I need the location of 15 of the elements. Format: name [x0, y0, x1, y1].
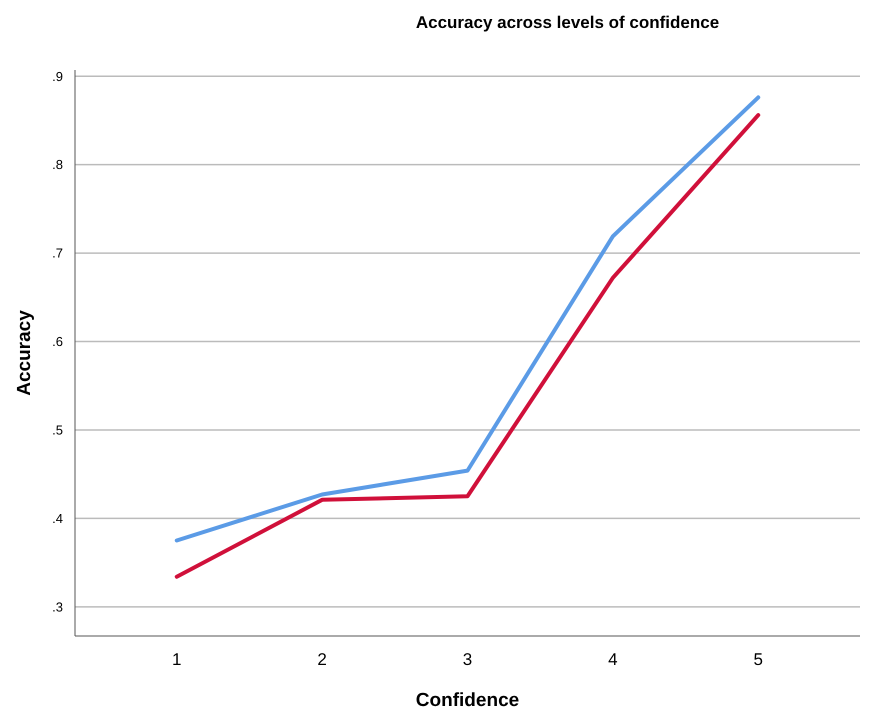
x-axis-title: Confidence [416, 690, 520, 711]
x-tick-label: 1 [172, 650, 182, 669]
y-tick-label: .4 [52, 510, 63, 526]
y-tick-label: .3 [52, 599, 63, 614]
chart-title: Accuracy across levels of confidence [416, 13, 720, 32]
y-tick-label: .6 [52, 334, 63, 350]
x-tick-label: 3 [462, 650, 472, 669]
y-tick-label: .5 [52, 422, 63, 438]
x-tick-label: 5 [754, 650, 763, 669]
y-tick-label: .7 [52, 246, 63, 261]
y-tick-label: .9 [52, 68, 63, 84]
x-tick-label: 4 [608, 650, 618, 669]
y-axis-title: Accuracy [14, 310, 35, 396]
y-tick-label: .8 [52, 157, 63, 172]
x-tick-label: 2 [317, 650, 327, 669]
